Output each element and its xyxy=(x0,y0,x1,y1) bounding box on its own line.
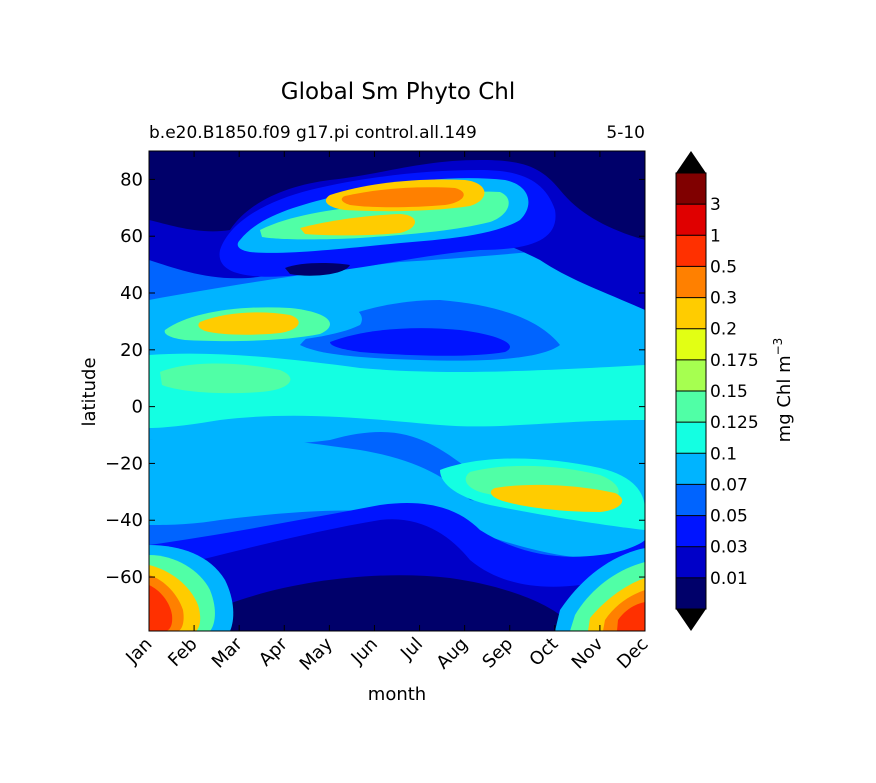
x-axis-label: month xyxy=(368,684,426,705)
colorbar-swatch xyxy=(676,577,706,610)
colorbar-swatch xyxy=(676,235,706,267)
colorbar-tick-label: 0.05 xyxy=(710,507,748,527)
contour-band-nh-vlow xyxy=(149,151,645,240)
colorbar-tick-label: 0.3 xyxy=(710,289,737,309)
chart-title: Global Sm Phyto Chl xyxy=(281,79,515,105)
colorbar-swatch xyxy=(676,391,706,423)
contour-field xyxy=(149,151,645,631)
x-tick-label: Sep xyxy=(478,634,517,673)
colorbar-label-text: mg Chl m xyxy=(774,355,795,442)
x-tick-label: Jul xyxy=(396,634,427,665)
y-tick-label: 80 xyxy=(120,169,143,190)
colorbar-label: mg Chl m−3 xyxy=(771,338,795,443)
x-tick-label: Apr xyxy=(255,633,292,670)
y-tick-label: 20 xyxy=(120,340,143,361)
colorbar-tick-label: 1 xyxy=(710,226,721,246)
colorbar-swatch xyxy=(676,266,706,299)
contour-band-sh-minimum xyxy=(149,575,645,631)
chart-subtitle-left: b.e20.B1850.f09 g17.pi control.all.149 xyxy=(149,123,477,143)
x-tick-label: Mar xyxy=(208,633,247,672)
colorbar-extend-max xyxy=(676,151,706,173)
contour-band-nh-subtrop-low xyxy=(330,328,510,356)
x-tick-label: Nov xyxy=(568,633,608,673)
contour-band-nh-bloom-peak xyxy=(300,214,415,236)
colorbar: 0.01 0.03 0.05 0.07 0.1 0.125 0.15 0.175 0.2 0.3 0… xyxy=(675,151,759,631)
colorbar-swatch xyxy=(676,297,706,330)
contour-band-patch-50n xyxy=(285,263,350,276)
x-tick-label: May xyxy=(296,633,337,674)
colorbar-swatch xyxy=(676,422,706,454)
colorbar-swatch xyxy=(676,515,706,548)
colorbar-tick-label: 0.125 xyxy=(710,413,759,433)
y-tick-label: −20 xyxy=(105,453,143,474)
contour-band-nh-spring-peak xyxy=(198,312,299,335)
colorbar-tick-label: 0.01 xyxy=(710,569,748,589)
y-tick-label: −40 xyxy=(105,510,143,531)
colorbar-swatch xyxy=(676,484,706,517)
colorbar-tick-label: 0.1 xyxy=(710,444,737,464)
colorbar-tick-label: 0.5 xyxy=(710,257,737,277)
colorbar-tick-label: 0.15 xyxy=(710,382,748,402)
contour-band-sh-spring-peak xyxy=(490,484,623,512)
y-axis: −60 −40 −20 0 20 40 60 80 xyxy=(105,169,645,588)
colorbar-swatch xyxy=(676,204,706,236)
contour-band-nh-bloom-max xyxy=(341,187,464,208)
colorbar-swatch xyxy=(676,546,706,579)
contour-band-sh-midlat xyxy=(149,435,645,561)
colorbar-tick-label: 3 xyxy=(710,195,721,215)
y-tick-label: 0 xyxy=(132,397,143,418)
y-tick-label: 60 xyxy=(120,226,143,247)
colorbar-label-exponent: −3 xyxy=(771,338,785,356)
x-tick-label: Aug xyxy=(432,634,472,674)
contour-band-sh-summer-east-core xyxy=(617,602,645,631)
colorbar-tick-label: 0.07 xyxy=(710,475,748,495)
colorbar-tick-label: 0.2 xyxy=(710,320,737,340)
colorbar-swatch xyxy=(676,173,706,205)
contour-band-equator-high xyxy=(160,363,291,394)
contour-band-sh-summer-west-core xyxy=(149,585,173,631)
x-tick-label: Jan xyxy=(121,634,156,669)
y-tick-label: 40 xyxy=(120,283,143,304)
x-tick-label: Oct xyxy=(525,634,562,671)
colorbar-swatch xyxy=(676,359,706,392)
y-tick-label: −60 xyxy=(105,567,143,588)
colorbar-tick-label: 0.175 xyxy=(710,351,759,371)
y-axis-label: latitude xyxy=(79,357,100,426)
chart-subtitle-right: 5-10 xyxy=(606,123,645,143)
colorbar-extend-min xyxy=(676,609,706,631)
x-tick-label: Feb xyxy=(164,634,201,671)
colorbar-swatch xyxy=(676,328,706,361)
colorbar-swatch xyxy=(676,453,706,485)
plot-frame xyxy=(148,150,646,632)
x-tick-label: Jun xyxy=(347,634,382,669)
x-tick-label: Dec xyxy=(613,634,652,673)
colorbar-tick-label: 0.03 xyxy=(710,538,748,558)
